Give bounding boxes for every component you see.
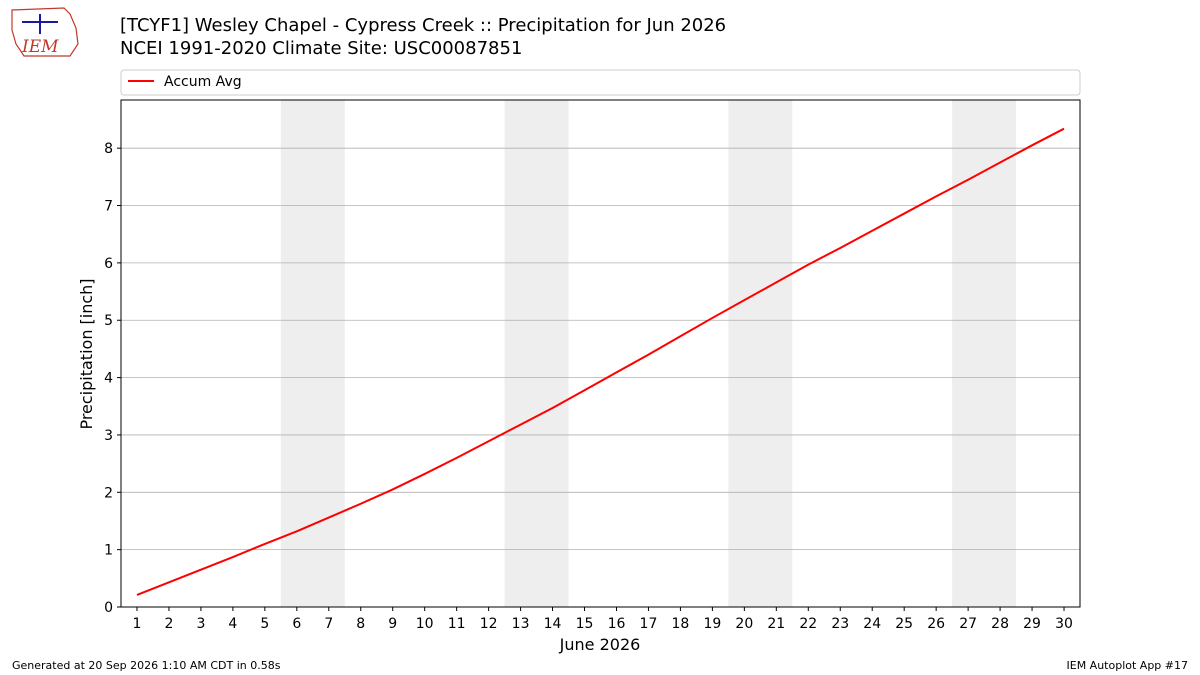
x-tick-label: 28 (991, 616, 1009, 632)
x-tick-label: 15 (576, 616, 594, 632)
x-tick-label: 5 (260, 616, 269, 632)
chart-title: [TCYF1] Wesley Chapel - Cypress Creek ::… (120, 15, 726, 36)
x-tick-label: 13 (512, 616, 530, 632)
x-tick-label: 22 (799, 616, 817, 632)
x-tick-label: 30 (1055, 616, 1073, 632)
weekend-shade (728, 100, 793, 607)
y-tick-label: 3 (104, 428, 113, 444)
x-tick-label: 3 (196, 616, 205, 632)
weekend-shade (280, 100, 345, 607)
y-tick-label: 0 (104, 600, 113, 616)
plot-frame (120, 99, 1081, 608)
weekend-shade (952, 100, 1017, 607)
x-tick-label: 12 (480, 616, 498, 632)
x-tick-label: 29 (1023, 616, 1041, 632)
x-tick-label: 14 (544, 616, 562, 632)
x-tick-label: 18 (672, 616, 690, 632)
y-tick-label: 7 (104, 199, 113, 215)
x-tick-label: 10 (416, 616, 434, 632)
footer-right: IEM Autoplot App #17 (1067, 659, 1189, 672)
y-tick-label: 6 (104, 256, 113, 272)
x-tick-label: 2 (164, 616, 173, 632)
logo: IEM (11, 7, 79, 57)
weekend-shade (504, 100, 569, 607)
x-tick-label: 11 (448, 616, 466, 632)
data-line (136, 127, 1065, 596)
x-tick-label: 8 (356, 616, 365, 632)
footer-left: Generated at 20 Sep 2026 1:10 AM CDT in … (12, 659, 281, 672)
y-tick-label: 1 (104, 543, 113, 559)
logo-text: IEM (21, 37, 59, 57)
x-tick-label: 1 (133, 616, 142, 632)
chart-subtitle: NCEI 1991-2020 Climate Site: USC00087851 (120, 38, 522, 59)
x-tick-label: 25 (895, 616, 913, 632)
y-tick-label: 8 (104, 141, 113, 157)
x-tick-label: 23 (831, 616, 849, 632)
x-tick-label: 7 (324, 616, 333, 632)
legend-label: Accum Avg (164, 74, 242, 90)
x-tick-label: 19 (703, 616, 721, 632)
x-axis-label: June 2026 (559, 635, 641, 654)
x-tick-label: 16 (608, 616, 626, 632)
x-tick-label: 6 (292, 616, 301, 632)
y-tick-label: 4 (104, 371, 113, 387)
x-tick-label: 9 (388, 616, 397, 632)
legend-box (120, 69, 1081, 96)
y-axis-label: Precipitation [inch] (77, 278, 96, 429)
x-tick-label: 20 (735, 616, 753, 632)
x-tick-label: 24 (863, 616, 881, 632)
x-tick-label: 4 (228, 616, 237, 632)
x-tick-label: 17 (640, 616, 658, 632)
y-tick-label: 5 (104, 313, 113, 329)
x-tick-label: 21 (767, 616, 785, 632)
logo-outline (11, 7, 79, 57)
x-tick-label: 26 (927, 616, 945, 632)
y-tick-label: 2 (104, 485, 113, 501)
x-tick-label: 27 (959, 616, 977, 632)
